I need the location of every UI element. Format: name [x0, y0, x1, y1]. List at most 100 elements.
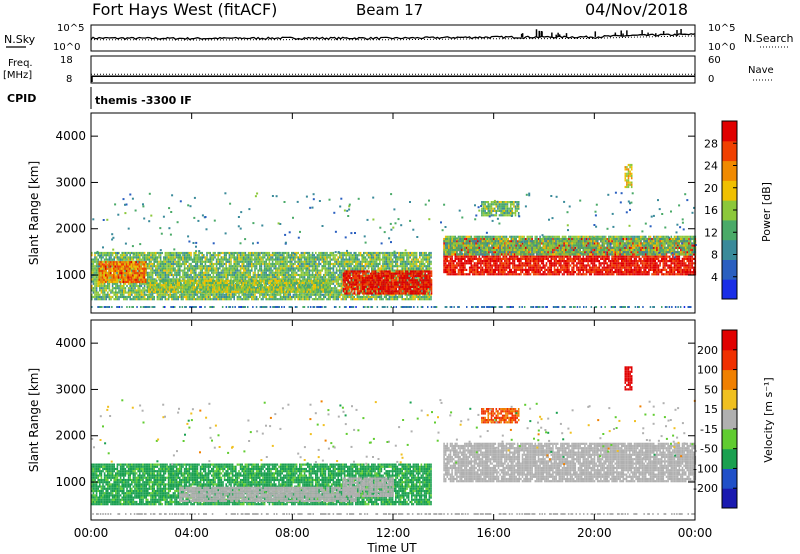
heatmap-cell: [225, 254, 227, 257]
heatmap-cell: [198, 256, 200, 259]
heatmap-cell: [204, 286, 206, 289]
heatmap-cell: [98, 261, 101, 264]
heatmap-cell: [391, 254, 394, 257]
heatmap-cell: [350, 262, 352, 266]
heatmap-cell: [184, 286, 187, 289]
heatmap-cell: [174, 260, 176, 263]
heatmap-cell: [108, 276, 111, 279]
heatmap-cell: [144, 274, 147, 277]
heatmap-cell: [139, 298, 141, 301]
heatmap-cell: [188, 288, 190, 291]
heatmap-cell: [108, 269, 110, 273]
heatmap-cell: [135, 291, 138, 294]
heatmap-cell: [263, 288, 265, 291]
heatmap-cell: [375, 295, 378, 299]
heatmap-cell: [310, 254, 312, 257]
heatmap-cell: [171, 271, 173, 274]
heatmap-cell: [377, 251, 379, 255]
heatmap-cell: [138, 274, 141, 277]
heatmap-cell: [331, 258, 333, 261]
heatmap-cell: [244, 269, 247, 272]
heatmap-cell: [401, 258, 403, 261]
heatmap-cell: [177, 278, 179, 281]
heatmap-cell: [355, 251, 357, 255]
heatmap-cell: [188, 295, 191, 299]
heatmap-cell: [419, 265, 421, 268]
heatmap-cell: [161, 269, 163, 272]
heatmap-cell: [199, 278, 202, 281]
heatmap-cell: [165, 288, 168, 291]
heatmap-cell: [415, 260, 418, 263]
heatmap-cell: [143, 295, 146, 299]
heatmap-cell: [286, 289, 288, 292]
heatmap-cell: [228, 254, 231, 257]
heatmap-cell: [169, 291, 171, 294]
heatmap-cell: [351, 260, 354, 263]
heatmap-cell: [206, 278, 208, 281]
heatmap-cell: [199, 267, 202, 270]
heatmap-cell: [249, 295, 251, 299]
heatmap-cell: [307, 276, 309, 279]
heatmap-cell: [132, 276, 134, 279]
heatmap-cell: [377, 284, 379, 288]
heatmap-cell: [195, 271, 197, 274]
heatmap-cell: [108, 274, 110, 277]
heatmap-cell: [259, 276, 261, 279]
heatmap-cell: [157, 290, 160, 293]
heatmap-cell: [343, 265, 346, 268]
heatmap-cell: [224, 288, 227, 291]
heatmap-cell: [180, 279, 182, 282]
heatmap-cell: [101, 272, 104, 275]
heatmap-cell: [396, 298, 399, 301]
heatmap-cell: [106, 272, 109, 275]
heatmap-cell: [129, 291, 131, 294]
heatmap-cell: [225, 273, 227, 277]
heatmap-cell: [422, 254, 424, 257]
heatmap-cell: [200, 284, 203, 287]
heatmap-cell: [252, 293, 255, 296]
heatmap-cell: [255, 267, 258, 270]
heatmap-cell: [143, 298, 146, 301]
heatmap-cell: [158, 298, 160, 301]
heatmap-cell: [430, 298, 432, 301]
heatmap-cell: [361, 289, 363, 292]
heatmap-cell: [156, 288, 158, 291]
heatmap-cell: [91, 265, 93, 268]
heatmap-cell: [356, 298, 359, 301]
heatmap-cell: [225, 293, 227, 296]
heatmap-cell: [164, 295, 167, 299]
heatmap-cell: [119, 256, 122, 259]
heatmap-cell: [390, 258, 392, 261]
heatmap-cell: [327, 295, 330, 299]
heatmap-cell: [116, 282, 119, 285]
heatmap-cell: [414, 265, 416, 268]
heatmap-cell: [422, 267, 424, 270]
heatmap-cell: [312, 279, 315, 282]
heatmap-cell: [212, 251, 215, 255]
heatmap-cell: [345, 295, 347, 299]
heatmap-cell: [100, 298, 103, 301]
heatmap-cell: [251, 280, 253, 283]
heatmap-cell: [387, 258, 389, 261]
heatmap-cell: [99, 289, 101, 292]
heatmap-cell: [278, 269, 280, 272]
heatmap-cell: [275, 267, 277, 270]
heatmap-cell: [259, 295, 261, 299]
heatmap-cell: [273, 254, 275, 257]
heatmap-cell: [303, 281, 305, 285]
heatmap-cell: [401, 262, 403, 266]
heatmap-cell: [255, 278, 258, 281]
heatmap-cell: [124, 298, 127, 301]
heatmap-cell: [332, 269, 335, 272]
heatmap-cell: [151, 290, 153, 293]
heatmap-cell: [132, 274, 134, 277]
heatmap-cell: [175, 284, 177, 287]
heatmap-cell: [259, 273, 261, 277]
heatmap-cell: [212, 273, 215, 277]
heatmap-cell: [113, 261, 115, 264]
heatmap-cell: [113, 269, 115, 273]
heatmap-cell: [206, 271, 208, 274]
heatmap-cell: [170, 284, 172, 287]
heatmap-cell: [303, 278, 306, 281]
heatmap-cell: [273, 262, 275, 266]
